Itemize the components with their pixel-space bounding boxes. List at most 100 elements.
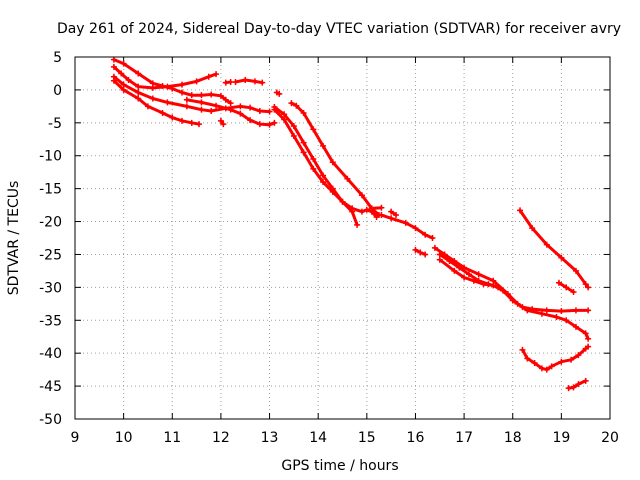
data-point <box>558 358 565 365</box>
data-point <box>310 156 317 163</box>
data-point <box>339 198 346 205</box>
data-point <box>293 102 300 109</box>
chart-title: Day 261 of 2024, Sidereal Day-to-day VTE… <box>57 21 621 37</box>
data-point <box>393 211 399 218</box>
data-point <box>470 277 477 284</box>
data-point <box>543 366 550 373</box>
data-point <box>519 346 526 353</box>
data-point <box>179 89 185 96</box>
y-tick-label: -20 <box>39 215 62 231</box>
data-point <box>198 106 205 113</box>
data-point <box>329 188 336 195</box>
data-point <box>196 121 203 128</box>
series-trace <box>272 108 378 219</box>
data-point <box>188 119 195 126</box>
x-tick-label: 13 <box>261 430 279 446</box>
x-tick-label: 15 <box>358 430 376 446</box>
data-point <box>290 123 297 130</box>
series-trace <box>289 101 381 217</box>
x-tick-label: 17 <box>455 430 473 446</box>
data-point <box>222 96 229 103</box>
x-tick-label: 19 <box>552 430 570 446</box>
data-point <box>412 225 419 232</box>
x-tick-label: 16 <box>407 430 425 446</box>
data-point <box>570 288 577 295</box>
data-point <box>183 103 190 110</box>
data-point <box>412 246 419 253</box>
data-point <box>193 78 200 85</box>
data-point <box>120 86 127 93</box>
data-point <box>531 360 538 367</box>
x-tick-label: 12 <box>212 430 230 446</box>
data-point <box>446 258 453 265</box>
series-arc-4 <box>110 77 203 128</box>
data-point <box>220 121 227 128</box>
x-axis-label: GPS time / hours <box>281 458 398 474</box>
data-point <box>465 271 472 278</box>
data-point <box>480 281 487 288</box>
data-point <box>110 56 117 63</box>
data-point <box>585 284 592 291</box>
series-arc-5 <box>217 117 227 128</box>
data-point <box>110 63 117 70</box>
data-point <box>548 363 555 370</box>
data-point <box>585 307 592 314</box>
data-point <box>422 251 429 258</box>
series-arc-16 <box>412 246 429 258</box>
data-point <box>169 114 176 121</box>
series-arc-19 <box>436 256 592 315</box>
data-point <box>237 103 244 110</box>
series-arc-15 <box>368 204 385 212</box>
data-point <box>543 241 550 248</box>
series-arc-9 <box>273 89 283 97</box>
data-point <box>110 77 117 84</box>
data-point <box>290 132 297 139</box>
data-point <box>575 381 582 388</box>
data-point <box>276 90 283 97</box>
series-arc-7 <box>232 77 266 86</box>
data-point <box>475 271 482 278</box>
data-point <box>213 102 220 109</box>
data-point <box>259 79 266 86</box>
data-point <box>451 267 458 274</box>
data-point <box>320 142 327 149</box>
y-tick-label: -45 <box>39 379 62 395</box>
data-point <box>417 249 424 256</box>
data-point <box>159 82 166 89</box>
data-point <box>149 80 156 87</box>
data-point <box>208 91 215 98</box>
data-point <box>563 284 570 291</box>
data-point <box>188 92 195 99</box>
data-point <box>242 77 249 84</box>
data-point <box>329 159 336 166</box>
x-tick-label: 14 <box>309 430 327 446</box>
data-point <box>213 71 220 78</box>
x-tick-label: 20 <box>601 430 619 446</box>
data-point <box>281 116 288 123</box>
data-point <box>529 225 536 232</box>
data-point <box>519 304 526 311</box>
data-point <box>553 313 560 320</box>
data-point <box>135 70 142 77</box>
series-arc-6 <box>183 96 278 128</box>
data-point <box>135 83 142 90</box>
data-point <box>572 307 579 314</box>
data-point <box>555 279 562 286</box>
data-point <box>208 107 215 114</box>
data-point <box>320 172 327 179</box>
data-point <box>179 117 185 124</box>
data-point <box>288 100 295 107</box>
x-tick-labels: 9 10 11 12 13 14 15 16 17 18 19 20 <box>71 430 619 446</box>
y-tick-label: 0 <box>53 83 62 99</box>
data-point <box>500 287 506 294</box>
y-tick-label: -30 <box>39 280 62 296</box>
data-point <box>422 231 429 238</box>
data-point <box>572 267 579 274</box>
data-point <box>572 323 579 330</box>
data-point <box>320 179 327 186</box>
y-tick-label: -35 <box>39 313 62 329</box>
data-point <box>310 165 317 172</box>
data-point <box>582 330 589 337</box>
data-point <box>135 95 142 102</box>
data-point <box>436 251 443 258</box>
